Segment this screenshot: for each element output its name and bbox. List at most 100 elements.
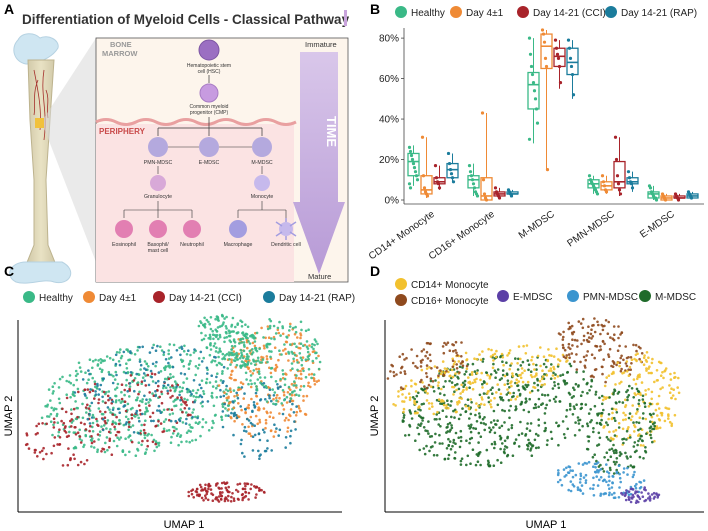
umap-c-healthy-pt [72, 383, 75, 387]
umap-c-healthy-right-pt [294, 325, 297, 329]
umap-d-mmdsc-pt [485, 448, 489, 452]
umap-c-healthy-top-pt [204, 334, 207, 337]
umap-d-mmdsc-pt [425, 444, 428, 448]
umap-d-cd14-pt [408, 396, 412, 399]
umap-d-mmdsc-right-pt [618, 454, 622, 457]
panel-c: C Healthy Day 4±1 Day 14-21 (CCI) Day 14-21… [3, 263, 355, 531]
umap-c-cci-bottom-pt [244, 490, 247, 494]
umap-c-healthy-pt [153, 449, 156, 453]
umap-c-healthy-pt [118, 418, 121, 422]
umap-d-mmdsc-pt [452, 438, 456, 442]
umap-c-healthy-pt [189, 353, 192, 357]
umap-c-cci-bottom-pt [237, 498, 240, 501]
umap-d-mmdsc-pt [506, 435, 510, 439]
umap-d-cd16-pt [584, 358, 587, 362]
umap-d-mmdsc-right-pt [596, 412, 599, 416]
umap-d-pmn-pt [579, 472, 582, 476]
umap-d-mmdsc-pt [566, 427, 569, 431]
umap-d-cd14-right-pt [607, 417, 610, 421]
umap-d-cd14-right-pt [636, 352, 639, 356]
umap-c-healthy-pt [212, 404, 216, 408]
umap-d-cd14-pt [454, 372, 457, 375]
umap-d-cd14-pt [451, 357, 455, 361]
umap-d-cd14-pt [519, 357, 522, 361]
umap-c-healthy-pt [89, 438, 93, 442]
umap-d-mmdsc-right-pt [636, 443, 639, 447]
umap-c-healthy-pt [117, 360, 121, 363]
umap-d-mmdsc-pt [548, 399, 552, 402]
umap-c-day4-pt [284, 347, 287, 351]
umap-c-cci-pt [72, 407, 76, 411]
umap-d-pmn-pt [610, 486, 614, 489]
umap-d-mmdsc-pt [506, 379, 510, 383]
box-point-0-0-6 [413, 170, 418, 174]
umap-c-cci-pt [58, 436, 62, 439]
umap-d-mmdsc-right-pt [598, 436, 602, 440]
umap-c-healthy-pt [208, 381, 212, 384]
umap-c-cci-pt [167, 377, 171, 381]
umap-d-cd14-right-pt [601, 398, 605, 402]
umap-d-cd16-pt [586, 350, 589, 353]
umap-d-cd16-pt [601, 328, 605, 332]
umap-d-cd14-right-pt [659, 374, 663, 378]
umap-d-mmdsc-right-pt [652, 427, 656, 431]
box-point-1-3-1 [601, 180, 606, 184]
umap-d-pmn-pt [579, 477, 582, 481]
umap-c-cci-pt [35, 424, 38, 428]
umap-c-rap-pt [154, 390, 157, 393]
umap-d-cd14-pt [451, 375, 455, 379]
umap-c-rap-pt [198, 383, 201, 387]
arrow-cmp-mdsc [157, 117, 263, 136]
umap-d-mmdsc-pt [482, 422, 486, 425]
umap-d-cd14-pt [452, 362, 456, 366]
umap-c-healthy-pt [194, 421, 198, 425]
umap-d-cd14-pt [547, 369, 551, 373]
umap-d-pmn-pt [591, 487, 595, 491]
umap-c-healthy-pt [108, 408, 111, 411]
umap-c-day4-pt [260, 326, 263, 330]
umap-d-cd14-pt [486, 373, 489, 377]
umap-c-healthy-pt [115, 386, 119, 390]
umap-c-rap-pt [179, 353, 182, 357]
umap-c-healthy-right-pt [288, 329, 291, 332]
umap-d-mmdsc-right-pt [624, 451, 627, 455]
umap-d-mmdsc-pt [466, 404, 470, 408]
umap-c-cci-pt [40, 449, 44, 453]
umap-d-cd14-pt [452, 393, 455, 396]
umap-d-cd16-pt [608, 347, 612, 351]
legend-swatch-3 [605, 6, 617, 18]
legend-d-swatch-2 [497, 290, 509, 302]
umap-d-cd16-pt [559, 333, 562, 336]
umap-c-healthy-pt [194, 415, 197, 419]
umap-c-cci-pt [65, 435, 69, 439]
umap-d-cd14-pt [533, 368, 536, 371]
umap-d-pmn-pt [617, 464, 621, 468]
umap-d-cd14-pt [553, 376, 557, 380]
umap-c-rap-pt [187, 349, 190, 353]
umap-d-cd14-pt [480, 371, 484, 375]
umap-d-mmdsc-right-pt [601, 402, 604, 406]
umap-c-healthy-pt [221, 372, 224, 375]
umap-d-pmn-pt [598, 478, 601, 482]
umap-d-cd14-pt [469, 398, 473, 401]
umap-d-cd14-right-pt [647, 371, 651, 375]
box-point-0-1-3 [470, 178, 475, 182]
umap-d-emdsc-pt [634, 492, 637, 495]
umap-d-mmdsc-pt [493, 431, 497, 435]
umap-d-pmn-pt [607, 483, 610, 487]
umap-c-cci-pt [62, 421, 66, 425]
umap-d-mmdsc-pt [474, 427, 478, 431]
umap-c-healthy-pt [124, 437, 127, 441]
umap-c-healthy-pt [53, 407, 56, 410]
umap-d-cd14-pt [540, 383, 544, 387]
b-ytick-label-2: 40% [379, 115, 399, 126]
umap-c-cci-pt [45, 422, 48, 426]
umap-c-cci-pt [53, 436, 57, 439]
umap-c-healthy-pt [114, 388, 117, 391]
umap-c-cci-pt [172, 429, 176, 433]
box-point-3-2-4 [570, 72, 575, 77]
umap-d-cd14-pt [491, 366, 495, 370]
umap-d-emdsc-pt [624, 491, 627, 495]
umap-c-day4-pt [230, 360, 233, 364]
umap-c-rap-right-pt [281, 412, 285, 416]
